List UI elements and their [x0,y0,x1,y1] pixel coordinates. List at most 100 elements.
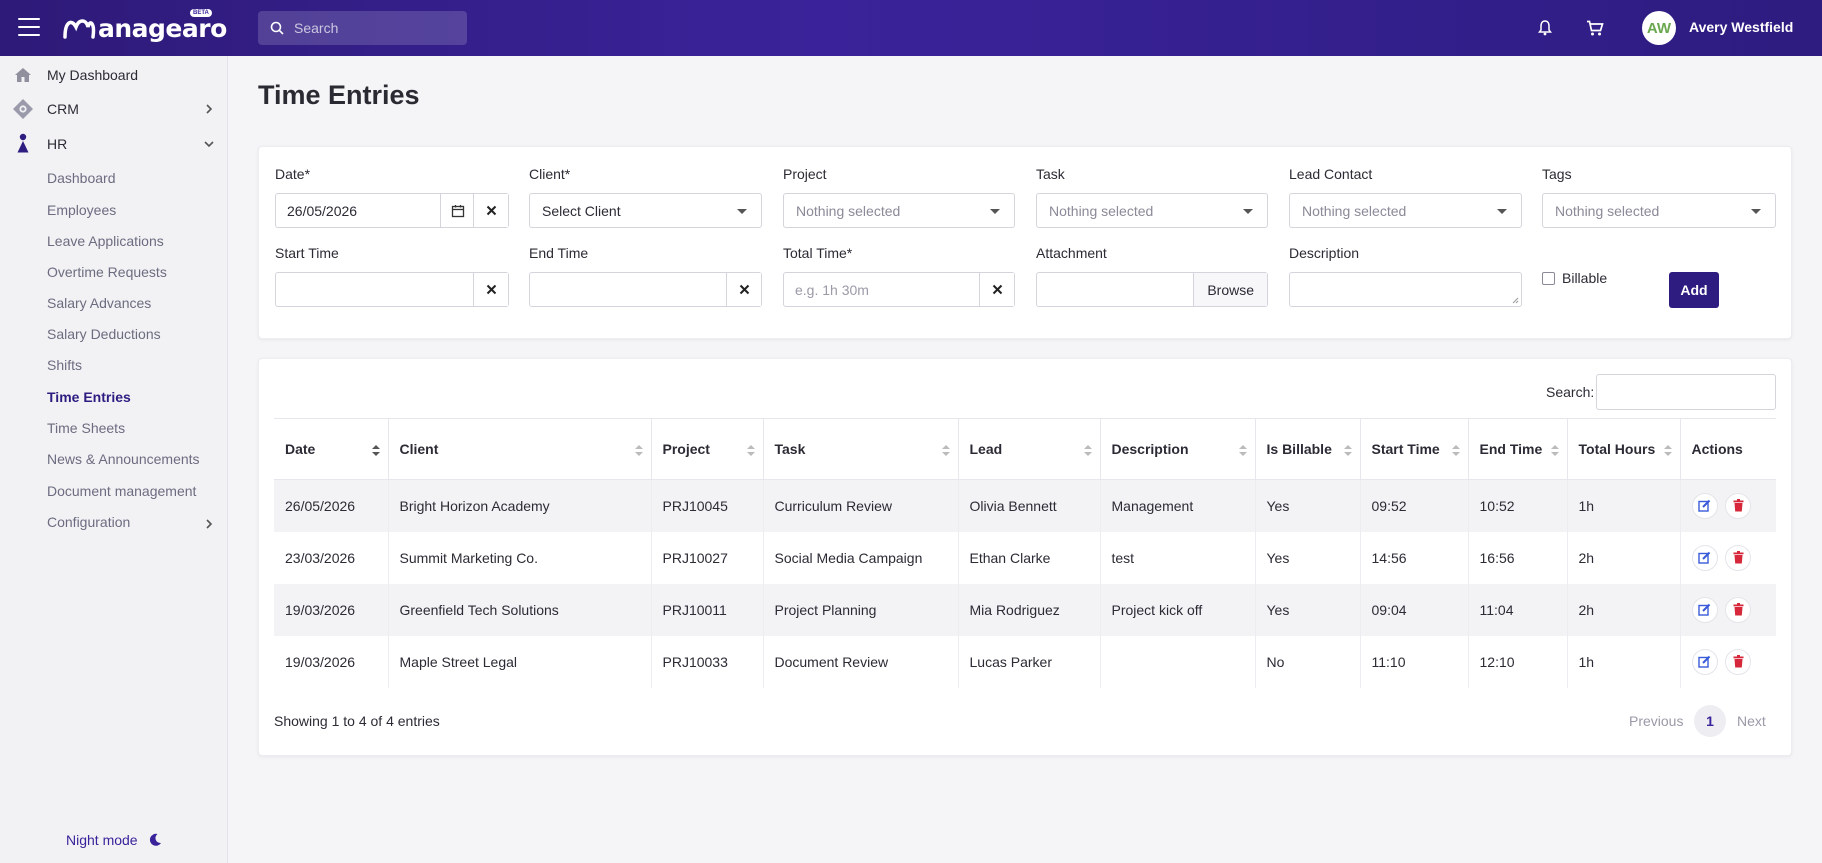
delete-button[interactable] [1725,596,1752,623]
client-select-value: Select Client [542,203,621,219]
sort-icon [941,445,950,456]
clear-total-time-button[interactable] [979,273,1014,306]
night-mode-toggle[interactable]: Night mode [66,832,162,848]
sidebar-item-crm[interactable]: CRM [0,94,228,124]
total-time-field [783,272,1015,307]
cell-description: test [1100,531,1256,584]
resize-handle-icon[interactable] [1511,296,1519,304]
menu-toggle-icon[interactable] [18,18,40,36]
project-select[interactable]: Nothing selected [783,193,1015,228]
billable-label: Billable [1562,270,1608,286]
column-header-end-time[interactable]: End Time [1468,418,1568,480]
pagination-next[interactable]: Next [1737,713,1766,729]
column-header-task[interactable]: Task [763,418,959,480]
sidebar: My Dashboard CRM HR Dashboard Employees … [0,56,228,863]
end-time-input[interactable] [530,273,727,306]
bell-icon[interactable] [1534,17,1556,39]
delete-button[interactable] [1725,492,1752,519]
table-search-input[interactable] [1597,375,1775,409]
cell-start-time: 09:04 [1360,583,1469,636]
sort-icon [634,445,643,456]
table-row: 19/03/2026 Maple Street Legal PRJ10033 D… [274,635,1776,688]
cell-date: 19/03/2026 [274,583,389,636]
sort-icon [746,445,755,456]
column-header-start-time[interactable]: Start Time [1360,418,1469,480]
column-header-lead[interactable]: Lead [958,418,1101,480]
global-search[interactable] [258,11,467,45]
column-header-client[interactable]: Client [388,418,652,480]
column-header-description[interactable]: Description [1100,418,1256,480]
attachment-field[interactable]: Browse [1036,272,1268,307]
column-header-is-billable[interactable]: Is Billable [1255,418,1361,480]
sidebar-subitem-time-entries[interactable]: Time Entries [47,389,131,405]
sidebar-subitem-overtime-requests[interactable]: Overtime Requests [47,264,167,280]
sidebar-subitem-news-announcements[interactable]: News & Announcements [47,451,200,467]
trash-icon [1733,603,1744,616]
edit-button[interactable] [1691,596,1718,623]
sidebar-subitem-dashboard[interactable]: Dashboard [47,170,116,186]
caret-down-icon [1243,209,1253,214]
cell-task: Curriculum Review [763,479,959,532]
clear-end-time-button[interactable] [726,273,761,306]
clear-date-button[interactable] [473,194,508,227]
client-select[interactable]: Select Client [529,193,762,228]
column-header-total-hours[interactable]: Total Hours [1567,418,1681,480]
delete-button[interactable] [1725,544,1752,571]
person-icon [12,133,34,155]
sidebar-subitem-employees[interactable]: Employees [47,202,117,218]
pagination-previous[interactable]: Previous [1629,713,1684,729]
close-icon [486,205,496,216]
date-input[interactable] [276,194,440,227]
delete-button[interactable] [1725,648,1752,675]
cell-total-hours: 2h [1567,583,1681,636]
sidebar-subitem-configuration[interactable]: Configuration [47,514,131,530]
cell-lead: Ethan Clarke [958,531,1101,584]
column-header-project[interactable]: Project [651,418,764,480]
table-search-label: Search: [1546,384,1595,400]
tags-select[interactable]: Nothing selected [1542,193,1776,228]
column-header-date[interactable]: Date [274,418,389,480]
edit-button[interactable] [1691,648,1718,675]
edit-button[interactable] [1691,544,1718,571]
sidebar-item-hr[interactable]: HR [0,129,228,159]
sidebar-subitem-salary-advances[interactable]: Salary Advances [47,295,152,311]
edit-button[interactable] [1691,492,1718,519]
global-search-input[interactable] [294,20,454,36]
sort-icon [1663,445,1672,456]
cell-task: Project Planning [763,583,959,636]
end-time-label: End Time [529,245,589,261]
time-entries-table: Date Client Project Task Lead Descriptio… [274,418,1776,688]
sidebar-subitem-leave-applications[interactable]: Leave Applications [47,233,164,249]
sidebar-subitem-shifts[interactable]: Shifts [47,357,83,373]
cell-end-time: 12:10 [1468,635,1568,688]
sidebar-item-my-dashboard[interactable]: My Dashboard [0,60,228,90]
table-search-field [1596,374,1776,410]
description-input[interactable] [1290,273,1521,306]
add-button[interactable]: Add [1669,272,1719,308]
lead-contact-select[interactable]: Nothing selected [1289,193,1522,228]
moon-icon [149,833,161,846]
lead-contact-select-value: Nothing selected [1302,203,1407,219]
table-row: 19/03/2026 Greenfield Tech Solutions PRJ… [274,583,1776,636]
avatar[interactable]: AW [1642,11,1676,45]
clear-start-time-button[interactable] [473,273,508,306]
calendar-button[interactable] [440,194,475,227]
start-time-input[interactable] [276,273,474,306]
cell-task: Document Review [763,635,959,688]
column-header-actions: Actions [1680,418,1776,480]
cell-start-time: 09:52 [1360,479,1469,532]
task-select[interactable]: Nothing selected [1036,193,1268,228]
total-time-input[interactable] [784,273,980,306]
sidebar-subitem-document-management[interactable]: Document management [47,483,197,499]
user-name[interactable]: Avery Westfield [1689,19,1794,35]
table-header-row: Date Client Project Task Lead Descriptio… [274,418,1776,480]
browse-button[interactable]: Browse [1193,273,1267,306]
pagination-page-1[interactable]: 1 [1694,705,1726,737]
sort-icon [1451,445,1460,456]
billable-checkbox[interactable] [1542,272,1555,285]
app-logo[interactable]: anagearo BETA [62,9,227,46]
sort-icon [1343,445,1352,456]
sidebar-subitem-salary-deductions[interactable]: Salary Deductions [47,326,161,342]
sidebar-subitem-time-sheets[interactable]: Time Sheets [47,420,126,436]
cart-icon[interactable] [1584,17,1606,39]
